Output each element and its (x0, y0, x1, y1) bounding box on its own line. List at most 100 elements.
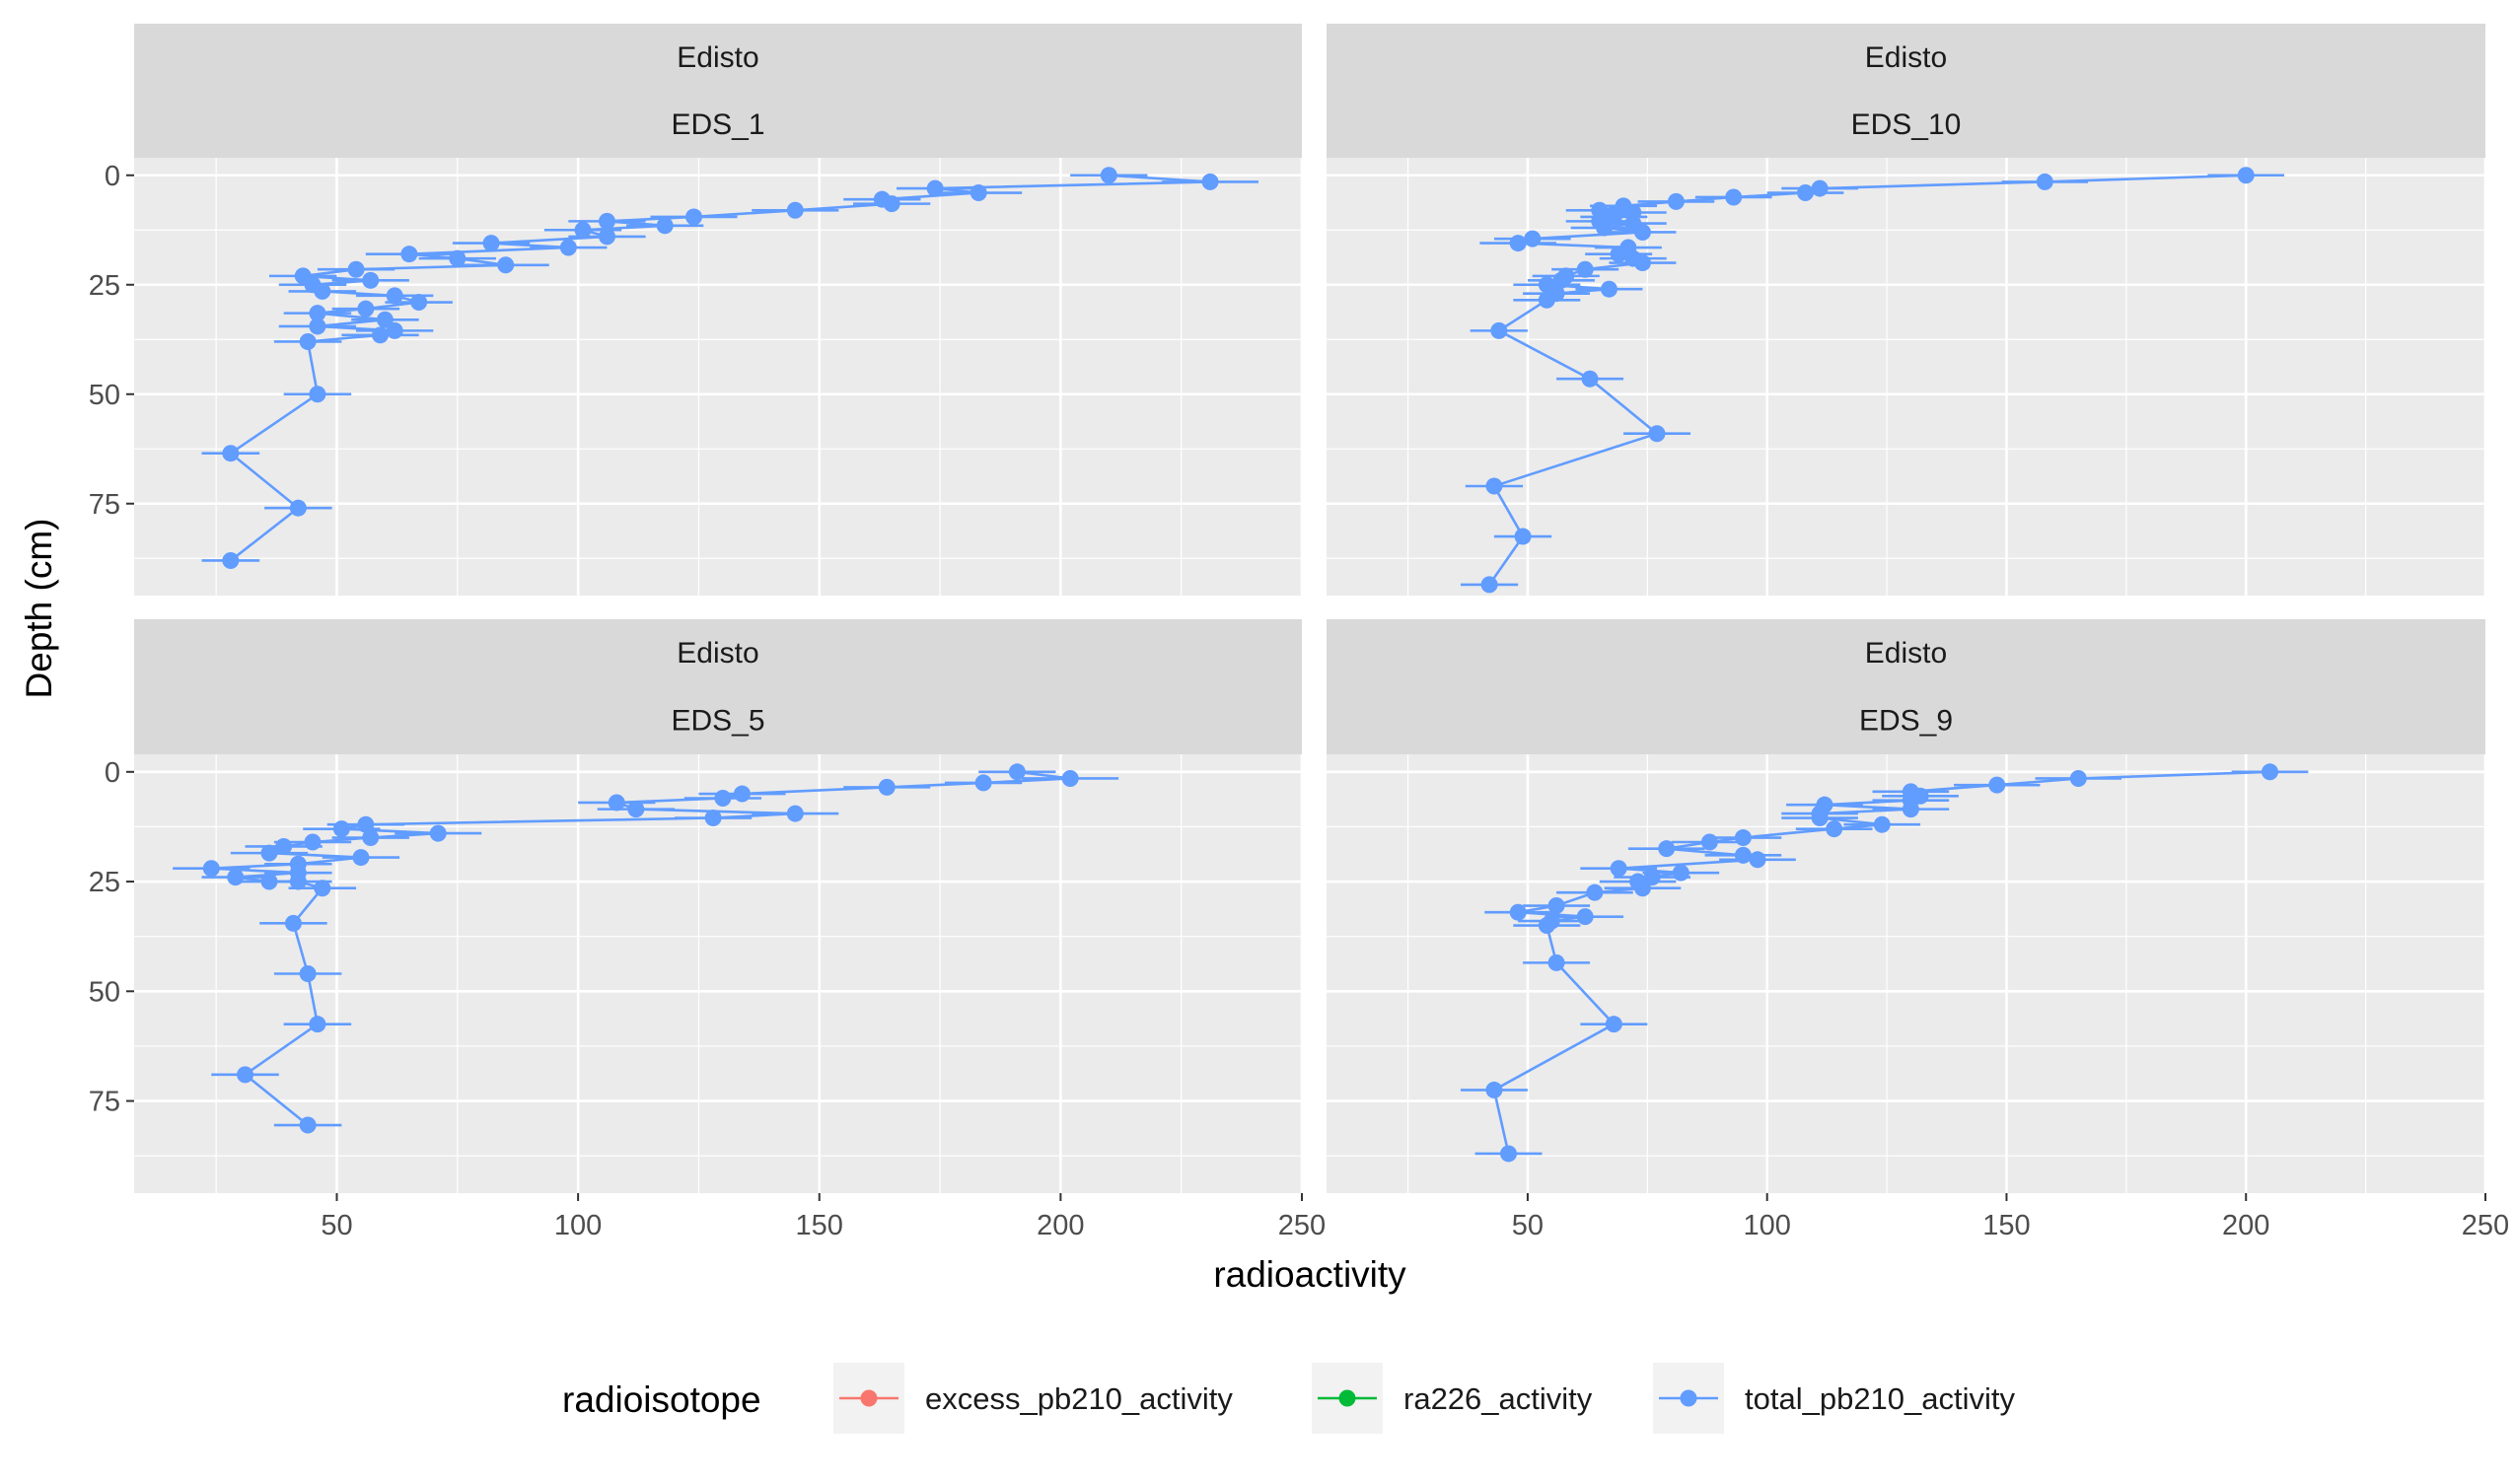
data-point (2069, 769, 2087, 787)
data-point (1509, 235, 1527, 252)
data-point (357, 815, 375, 833)
data-point (386, 287, 403, 305)
facet-strip (1327, 24, 2485, 158)
data-point (1485, 1081, 1503, 1098)
data-point (1734, 846, 1752, 864)
data-point (1514, 528, 1532, 545)
data-point (299, 1116, 317, 1134)
data-point (222, 445, 240, 462)
data-point (974, 774, 992, 792)
data-point (685, 208, 703, 226)
x-tick-label: 100 (1743, 1210, 1790, 1241)
x-tick-label: 250 (1278, 1210, 1326, 1241)
legend-title: radioisotope (562, 1379, 761, 1420)
y-tick-label: 75 (89, 489, 120, 521)
data-point (786, 201, 804, 219)
x-axis-title: radioactivity (1213, 1254, 1406, 1295)
data-point (1725, 188, 1743, 206)
data-point (357, 300, 375, 318)
facet-strip-site-label: Edisto (677, 41, 758, 74)
legend-entry-total-pb210-activity: total_pb210_activity (1653, 1363, 2016, 1434)
facet-strip-core-label: EDS_9 (1859, 705, 1953, 738)
data-point (970, 184, 987, 202)
data-point (1485, 477, 1503, 495)
data-point (878, 778, 896, 796)
data-point (1658, 840, 1676, 858)
facet-strip-core-label: EDS_1 (671, 108, 764, 141)
data-point (227, 869, 245, 886)
legend-entry-ra226-activity: ra226_activity (1312, 1363, 1593, 1434)
data-point (482, 235, 500, 252)
data-point (1667, 192, 1685, 210)
legend-key-point (1338, 1389, 1356, 1407)
data-point (733, 785, 751, 803)
data-point (883, 195, 900, 213)
y-axis-title: Depth (cm) (19, 519, 59, 699)
data-point (2237, 167, 2255, 184)
data-point (1008, 763, 1026, 781)
data-point (2036, 173, 2053, 190)
data-point (598, 228, 615, 246)
y-tick-label: 0 (105, 757, 120, 789)
panel-eds-10: Edisto EDS_10 (1327, 24, 2487, 596)
data-point (1811, 810, 1829, 827)
data-point (1509, 903, 1527, 921)
data-point (372, 326, 390, 344)
data-point (386, 321, 403, 339)
data-point (1524, 230, 1542, 247)
y-tick-label: 25 (89, 270, 120, 302)
data-point (1610, 860, 1627, 878)
data-point (1633, 254, 1651, 272)
data-point (1100, 167, 1117, 184)
data-point (352, 849, 370, 867)
x-tick-label: 50 (321, 1210, 352, 1241)
data-point (1547, 954, 1565, 971)
data-point (299, 332, 317, 350)
data-point (304, 833, 322, 851)
data-point (332, 820, 350, 838)
data-point (1586, 883, 1604, 901)
data-point (926, 179, 944, 197)
data-point (1797, 184, 1815, 202)
data-point (1490, 321, 1508, 339)
data-point (1826, 820, 1843, 838)
data-point (1538, 917, 1555, 935)
data-point (1600, 280, 1617, 298)
data-point (1552, 271, 1570, 289)
data-point (429, 824, 447, 842)
data-point (1605, 1016, 1622, 1033)
data-point (309, 318, 326, 335)
data-point (222, 551, 240, 569)
data-point (656, 217, 674, 235)
legend-label: total_pb210_activity (1745, 1381, 2016, 1416)
data-point (314, 880, 331, 897)
data-point (289, 873, 307, 890)
legend-entry-excess-pb210-activity: excess_pb210_activity (833, 1363, 1233, 1434)
data-point (1988, 776, 2006, 794)
y-tick-label: 50 (89, 380, 120, 411)
data-point (289, 499, 307, 517)
facet-strip-site-label: Edisto (1865, 637, 1947, 670)
data-point (704, 810, 722, 827)
y-tick-label: 0 (105, 161, 120, 192)
legend-key-point (860, 1389, 878, 1407)
data-point (1700, 833, 1718, 851)
data-point (1633, 880, 1651, 897)
x-tick-label: 150 (796, 1210, 843, 1241)
data-point (314, 282, 331, 300)
data-point (309, 305, 326, 322)
x-tick-label: 150 (1982, 1210, 2030, 1241)
data-point (309, 386, 326, 403)
data-point (400, 246, 418, 263)
data-point (202, 860, 220, 878)
y-tick-label: 50 (89, 976, 120, 1008)
data-point (449, 249, 467, 267)
facet-strip-site-label: Edisto (1865, 41, 1947, 74)
x-tick-label: 100 (554, 1210, 602, 1241)
legend: radioisotope excess_pb210_activity ra226_a… (562, 1363, 2016, 1434)
legend-key-point (1680, 1389, 1697, 1407)
facet-strip-core-label: EDS_10 (1851, 108, 1962, 141)
y-tick-label: 25 (89, 867, 120, 898)
data-point (2262, 763, 2279, 781)
